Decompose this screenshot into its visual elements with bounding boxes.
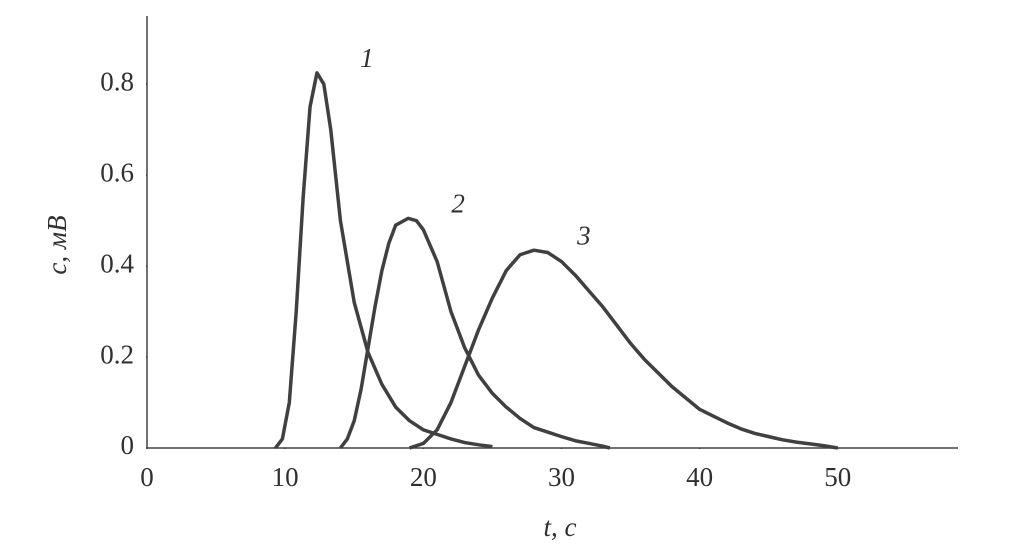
- y-tick-label: 0.4: [100, 248, 134, 278]
- x-tick-label: 40: [686, 462, 713, 492]
- x-tick-label: 0: [140, 462, 154, 492]
- y-tick-label: 0.8: [100, 66, 134, 96]
- data-line: [339, 216, 611, 450]
- y-tick-label: 0: [121, 430, 135, 460]
- series-label: 1: [360, 43, 374, 73]
- y-tick-label: 0.2: [100, 339, 134, 369]
- x-tick-label: 20: [410, 462, 437, 492]
- data-line: [408, 248, 839, 450]
- x-tick-label: 10: [272, 462, 299, 492]
- x-tick-label: 50: [824, 462, 851, 492]
- y-axis-label: c, мВ: [42, 215, 72, 274]
- data-line: [274, 71, 493, 450]
- series-label: 2: [451, 189, 465, 219]
- x-tick-label: 30: [548, 462, 575, 492]
- y-tick-label: 0.6: [100, 157, 134, 187]
- series-label: 3: [576, 220, 591, 250]
- x-axis-label: t, с: [544, 512, 577, 542]
